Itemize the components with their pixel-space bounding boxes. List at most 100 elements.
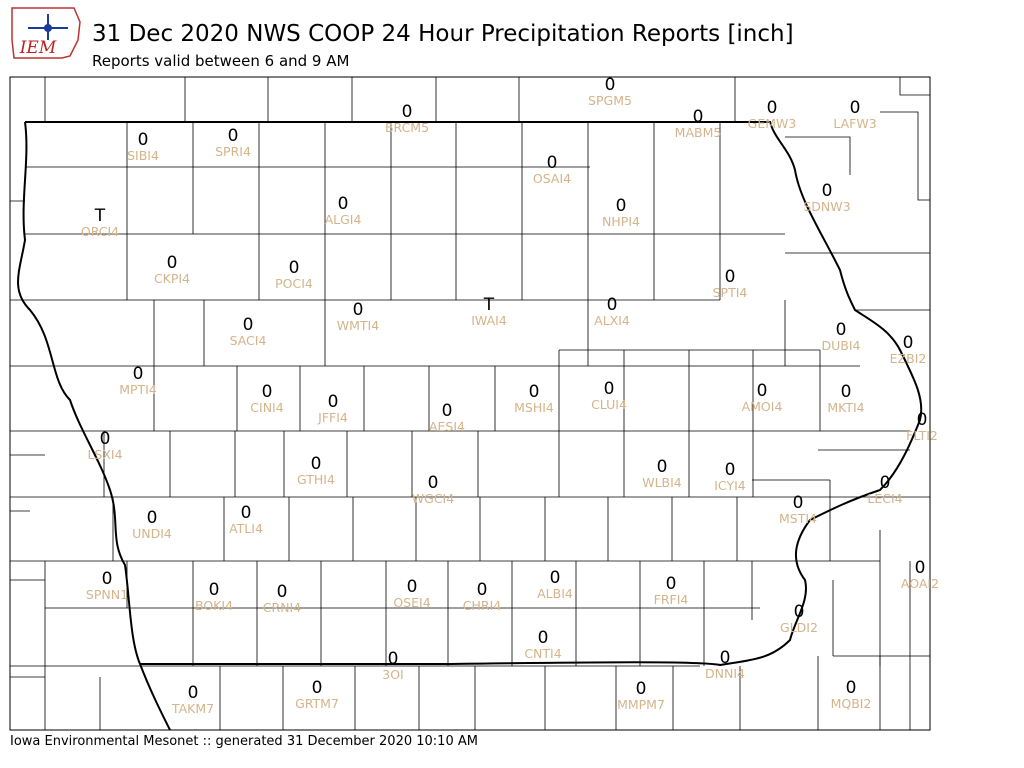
station-id: LAFW3 <box>833 116 876 131</box>
station-id: SPRI4 <box>215 144 251 159</box>
map <box>9 76 931 731</box>
precip-value: 0 <box>402 102 413 122</box>
station-id: SACI4 <box>230 333 267 348</box>
station-id: CINI4 <box>250 400 283 415</box>
precip-value: 0 <box>917 410 928 430</box>
precip-value: 0 <box>767 98 778 118</box>
station-id: MMPM7 <box>617 697 665 712</box>
precip-value: 0 <box>477 580 488 600</box>
subtitle: Reports valid between 6 and 9 AM <box>92 52 349 70</box>
station-id: GTHI4 <box>297 472 335 487</box>
station-id: LECI4 <box>867 491 902 506</box>
station-id: LSXI4 <box>87 447 122 462</box>
station-id: AESI4 <box>429 419 465 434</box>
station-id: SPNN1 <box>86 587 128 602</box>
precip-value: 0 <box>277 582 288 602</box>
precip-value: 0 <box>725 267 736 287</box>
precip-value: 0 <box>262 382 273 402</box>
precip-value: 0 <box>725 460 736 480</box>
precip-value: 0 <box>311 454 322 474</box>
precip-value: 0 <box>693 107 704 127</box>
precip-value: 0 <box>147 508 158 528</box>
station-id: UNDI4 <box>132 526 172 541</box>
precip-value: 0 <box>353 300 364 320</box>
precip-value: 0 <box>850 98 861 118</box>
station-id: BOKI4 <box>195 598 233 613</box>
precip-value: 0 <box>243 315 254 335</box>
station-id: TAKM7 <box>171 701 214 716</box>
precip-value: 0 <box>328 392 339 412</box>
station-id: BRCM5 <box>385 120 429 135</box>
precip-value: 0 <box>338 194 349 214</box>
precip-value: 0 <box>822 181 833 201</box>
precip-value: 0 <box>657 457 668 477</box>
precip-value: 0 <box>880 473 891 493</box>
precip-value: 0 <box>846 678 857 698</box>
logo: IEM <box>11 7 81 59</box>
precip-value: 0 <box>388 649 399 669</box>
precip-value: 0 <box>547 153 558 173</box>
precip-value: 0 <box>604 379 615 399</box>
precip-value: 0 <box>138 130 149 150</box>
precip-value: 0 <box>550 568 561 588</box>
precip-value: 0 <box>228 126 239 146</box>
logo-text: IEM <box>19 38 57 58</box>
precip-value: 0 <box>793 493 804 513</box>
station-id: SIBI4 <box>127 148 159 163</box>
precip-value: 0 <box>289 258 300 278</box>
station-id: DNNI4 <box>705 666 745 681</box>
station-id: MQBI2 <box>831 696 872 711</box>
precip-value: 0 <box>102 569 113 589</box>
precip-value: 0 <box>100 429 111 449</box>
precip-value: 0 <box>636 679 647 699</box>
station-id: MSTI4 <box>779 511 817 526</box>
precip-value: 0 <box>442 401 453 421</box>
precip-value: 0 <box>529 382 540 402</box>
station-id: ALBI4 <box>537 586 573 601</box>
precip-value: 0 <box>720 648 731 668</box>
station-id: WLBI4 <box>642 475 682 490</box>
precip-value: 0 <box>915 558 926 578</box>
precip-value: 0 <box>841 382 852 402</box>
station-id: ALXI4 <box>594 313 630 328</box>
station-id: OSAI4 <box>533 171 571 186</box>
precip-value: 0 <box>836 320 847 340</box>
station-id: DUBI4 <box>822 338 861 353</box>
precip-value: 0 <box>538 628 549 648</box>
station-id: EZBI2 <box>890 351 927 366</box>
stations: 0SPGM50BRCM50MABM50GEMW30LAFW30SIBI40SPR… <box>81 75 939 716</box>
station-id: CLUI4 <box>591 397 627 412</box>
station-id: NHPI4 <box>602 214 640 229</box>
station-id: FLTI2 <box>906 428 938 443</box>
precip-value: 0 <box>757 381 768 401</box>
station-id: GRTM7 <box>295 696 339 711</box>
station-id: CKPI4 <box>154 271 190 286</box>
precip-value: 0 <box>241 503 252 523</box>
station-id: OSEI4 <box>393 595 430 610</box>
station-id: FRFI4 <box>654 592 689 607</box>
station-id: POCI4 <box>275 276 313 291</box>
iowa-border <box>17 121 923 731</box>
station-id: GLDI2 <box>780 620 818 635</box>
station-id: IWAI4 <box>471 313 507 328</box>
station-id: CNTI4 <box>524 646 561 661</box>
station-id: ICYI4 <box>714 478 746 493</box>
station-id: SPGM5 <box>588 93 632 108</box>
precip-value: 0 <box>903 333 914 353</box>
precip-value: 0 <box>605 75 616 95</box>
station-id: SPTI4 <box>713 285 748 300</box>
county-lines <box>10 77 930 730</box>
station-id: WGCI4 <box>412 491 454 506</box>
station-id: MABM5 <box>675 125 722 140</box>
footer: Iowa Environmental Mesonet :: generated … <box>10 734 478 749</box>
station-id: ORCI4 <box>81 224 119 239</box>
station-id: JFFI4 <box>317 410 348 425</box>
precip-value: T <box>483 295 495 315</box>
station-id: MKTI4 <box>827 400 864 415</box>
station-id: ALGI4 <box>325 212 362 227</box>
precip-value: 0 <box>616 196 627 216</box>
precip-value: 0 <box>794 602 805 622</box>
precip-value: 0 <box>209 580 220 600</box>
precip-value: 0 <box>428 473 439 493</box>
